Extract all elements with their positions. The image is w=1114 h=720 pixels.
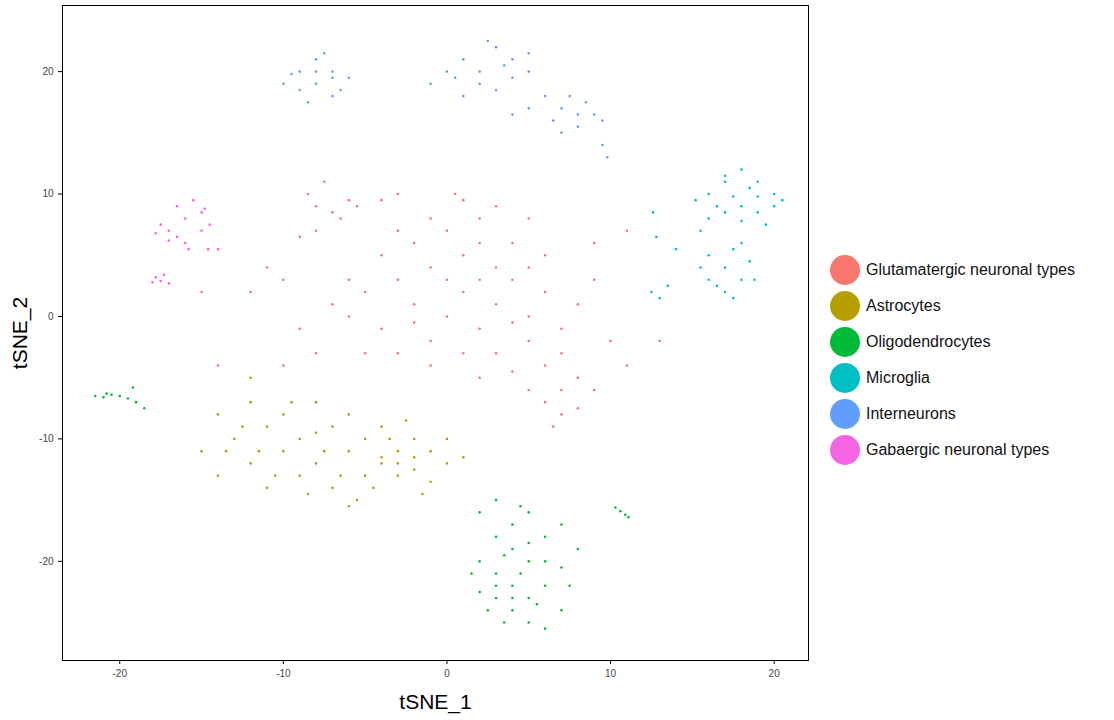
html-text:Astrocytes: Astrocytes [866,297,941,314]
svg-text:20: 20 [769,668,781,679]
svg-text:10: 10 [42,188,54,199]
svg-text:-10: -10 [39,433,54,444]
html-text:Oligodendrocytes: Oligodendrocytes [866,333,991,350]
html-text:Glutamatergic neuronal types: Glutamatergic neuronal types [866,261,1075,278]
html-text:Microglia: Microglia [866,369,930,386]
svg-text:tSNE_1: tSNE_1 [399,690,471,714]
svg-text:10: 10 [605,668,617,679]
svg-text:-20: -20 [113,668,128,679]
svg-text:-10: -10 [276,668,291,679]
svg-text:tSNE_2: tSNE_2 [8,297,32,369]
html-text:Interneurons: Interneurons [866,405,956,422]
html-text:Gabaergic neuronal types: Gabaergic neuronal types [866,441,1050,458]
svg-text:-20: -20 [39,556,54,567]
svg-text:0: 0 [48,311,54,322]
svg-text:20: 20 [42,66,54,77]
svg-text:0: 0 [444,668,450,679]
